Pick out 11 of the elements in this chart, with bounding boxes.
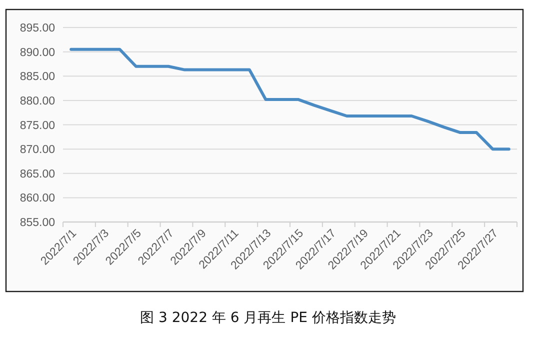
line-series [70,48,510,151]
y-tick-label: 890.00 [20,46,55,59]
y-tick-label: 870.00 [20,144,55,156]
y-tick-label: 885.00 [20,71,55,84]
y-tick-label: 855.00 [20,217,55,230]
y-tick-label: 860.00 [20,192,55,205]
y-tick-label: 875.00 [20,120,55,132]
y-tick-label: 895.00 [20,22,55,35]
y-tick-label: 865.00 [20,168,55,180]
text: 图 3 2022 年 6 月再生 PE 价格指数走势 [140,310,396,326]
y-tick-label: 880.00 [20,95,55,108]
